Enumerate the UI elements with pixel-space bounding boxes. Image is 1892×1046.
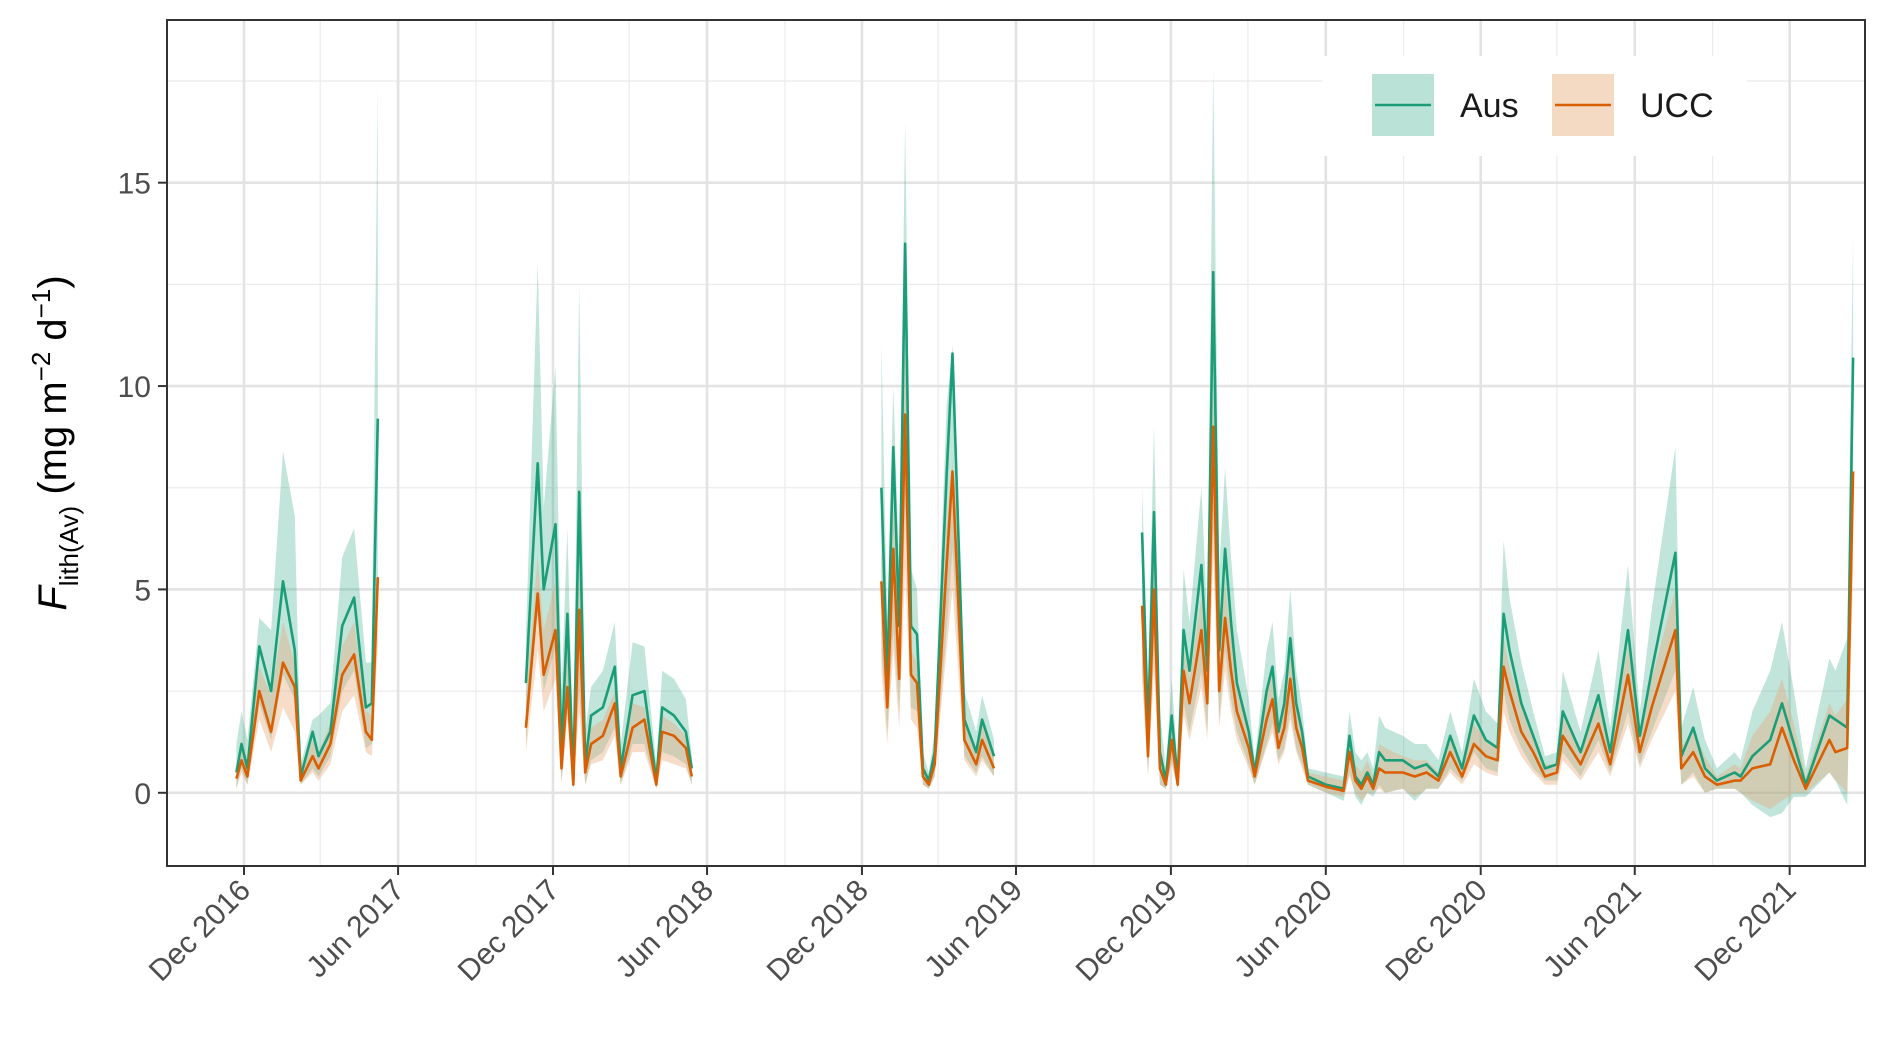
band-aus-0 — [236, 81, 378, 789]
y-tick-label: 5 — [134, 574, 151, 607]
y-axis-title-mid: d — [31, 318, 75, 351]
line-ucc-3 — [1140, 425, 1855, 793]
y-axis-title-sup1: −2 — [26, 352, 56, 382]
x-tick-label: Jun 2018 — [609, 874, 720, 985]
x-tick-label: Jun 2020 — [1228, 874, 1339, 985]
x-tick-label: Dec 2021 — [1688, 874, 1802, 988]
x-axis: Dec 2016 Jun 2017 Dec 2017 Jun 2018 Dec 2018… — [143, 866, 1803, 988]
y-tick-label: 10 — [118, 371, 151, 404]
y-axis: 0 5 10 15 — [118, 168, 167, 811]
band-ucc-0 — [236, 569, 378, 789]
x-tick-label: Dec 2017 — [452, 874, 566, 988]
band-ucc-2 — [881, 345, 994, 789]
y-axis-title-symbol: F — [31, 584, 75, 611]
x-tick-label: Dec 2019 — [1070, 874, 1184, 988]
legend-label-aus: Aus — [1460, 87, 1519, 125]
x-tick-label: Dec 2018 — [761, 874, 875, 988]
line-aus-0 — [235, 418, 380, 778]
line-ucc-2 — [880, 413, 996, 787]
x-tick-label: Dec 2016 — [143, 874, 257, 988]
y-axis-title-open: (mg m — [31, 381, 75, 505]
y-axis-title-close: ) — [31, 275, 75, 288]
y-tick-label: 15 — [118, 168, 151, 201]
y-axis-title-sup2: −1 — [26, 289, 56, 319]
y-tick-label: 0 — [134, 778, 151, 811]
line-aus-1 — [524, 461, 694, 782]
y-axis-title-subscript: lith(Av) — [54, 506, 84, 586]
series-lines — [235, 242, 1855, 793]
legend-label-ucc: UCC — [1640, 87, 1714, 125]
x-tick-label: Jun 2021 — [1537, 874, 1648, 985]
band-ucc-1 — [525, 556, 692, 789]
x-tick-label: Jun 2017 — [300, 874, 411, 985]
line-aus-2 — [880, 242, 996, 782]
line-ucc-0 — [235, 577, 380, 782]
band-aus-1 — [525, 264, 692, 789]
x-tick-label: Dec 2020 — [1380, 874, 1494, 988]
legend: Aus UCC — [1322, 56, 1747, 156]
x-tick-label: Jun 2019 — [918, 874, 1029, 985]
y-axis-title: Flith(Av) (mg m−2 d−1) — [26, 275, 84, 610]
line-ucc-1 — [524, 592, 694, 787]
